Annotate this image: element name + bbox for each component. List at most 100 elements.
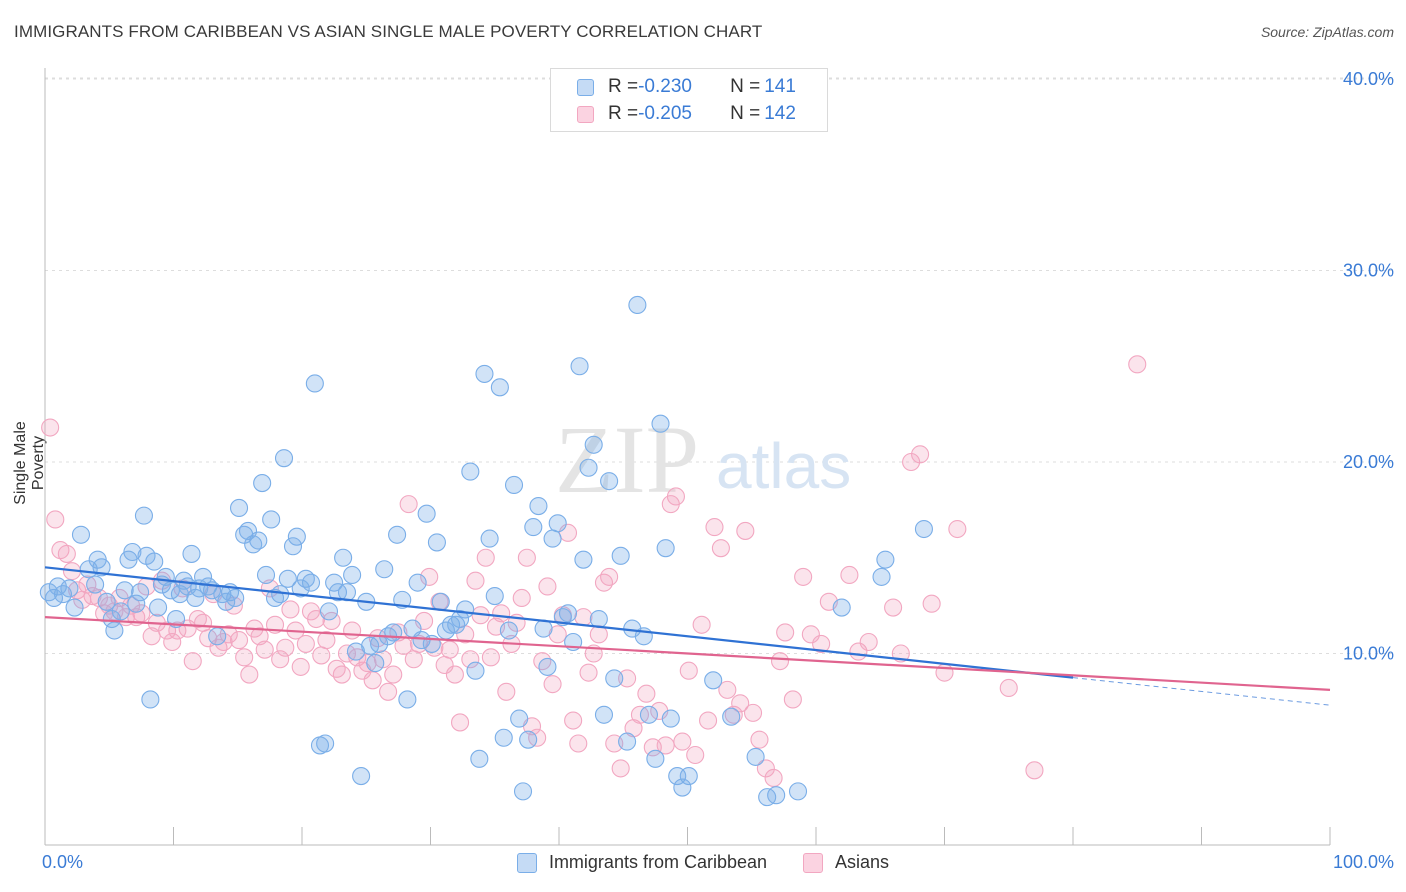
caribbean-point (470, 749, 489, 768)
asians-point (399, 495, 418, 514)
asians-point (235, 648, 254, 667)
caribbean-point (226, 588, 245, 608)
caribbean-point (504, 475, 524, 495)
legend-item-caribbean: Immigrants from Caribbean (516, 852, 768, 873)
caribbean-point (60, 579, 79, 598)
caribbean-point (412, 631, 431, 650)
asians-point (859, 632, 878, 652)
caribbean-point (417, 504, 436, 523)
asians-point (209, 638, 228, 657)
watermark-zip: ZIP (555, 406, 699, 513)
caribbean-point (611, 546, 630, 565)
caribbean-point (408, 573, 427, 592)
caribbean-point (256, 565, 276, 585)
asians-point (512, 588, 531, 608)
asians-point (711, 539, 730, 558)
asians-point (569, 734, 588, 753)
asians-swatch (577, 105, 594, 123)
asians-point (41, 418, 60, 437)
axes (44, 68, 1331, 846)
caribbean-point (661, 709, 680, 728)
asians-point (440, 640, 459, 659)
asians-point (656, 736, 675, 755)
r-label: R = (608, 103, 639, 124)
caribbean-point (217, 592, 236, 611)
caribbean-point (366, 654, 385, 673)
asians-point (686, 745, 705, 765)
asians-point (466, 571, 485, 590)
asians-point (363, 671, 382, 690)
caribbean-point (97, 592, 116, 611)
caribbean-point (584, 435, 603, 454)
caribbean-point (145, 552, 164, 571)
caribbean-point (229, 498, 249, 518)
caribbean-point (287, 527, 306, 546)
caribbean-point (758, 788, 777, 807)
asians-point (420, 567, 439, 586)
caribbean-point (375, 560, 394, 579)
x-tick-left: 0.0% (42, 852, 84, 872)
caribbean-point (319, 602, 339, 621)
asians-point (756, 759, 775, 778)
asians-point (564, 711, 583, 730)
chart-title: IMMIGRANTS FROM CARIBBEAN VS ASIAN SINGL… (14, 22, 763, 41)
asians-point (379, 682, 398, 701)
caribbean-point (519, 730, 538, 749)
caribbean-point (86, 575, 105, 594)
caribbean-point (361, 636, 380, 655)
asians-point (78, 575, 97, 594)
caribbean-point (398, 690, 417, 709)
asians-point (533, 652, 552, 671)
caribbean-points (39, 295, 933, 807)
asians-point (718, 680, 737, 699)
asians-point (291, 657, 310, 676)
caribbean-point (574, 550, 593, 569)
asians-point (296, 634, 315, 653)
caribbean-point (92, 558, 111, 577)
caribbean-point (832, 598, 851, 617)
caribbean-point (876, 550, 895, 569)
legend-label-asians: Asians (835, 852, 890, 872)
caribbean-point (274, 449, 294, 468)
caribbean-point (499, 621, 518, 640)
caribbean-point (131, 583, 150, 602)
caribbean-trend-extension (1072, 677, 1331, 706)
caribbean-point (656, 539, 675, 558)
asians-point (750, 730, 769, 749)
asians-point (250, 627, 269, 646)
asians-point (312, 646, 331, 665)
caribbean-point (316, 734, 335, 753)
asians-point (666, 487, 685, 506)
asians-point (911, 445, 930, 464)
caribbean-point (278, 569, 297, 588)
asians-point (594, 573, 614, 592)
caribbean-point (71, 525, 91, 544)
stats-row-caribbean: R = -0.230 N = 141 (577, 76, 796, 98)
caribbean-swatch (577, 78, 594, 96)
caribbean-point (305, 374, 324, 393)
caribbean-point (427, 533, 446, 552)
caribbean-point (111, 602, 130, 621)
asians-point (673, 732, 692, 751)
caribbean-point (788, 782, 808, 801)
caribbean-point (538, 657, 557, 676)
caribbean-point (456, 600, 475, 619)
legend-label-caribbean: Immigrants from Caribbean (548, 852, 768, 872)
caribbean-point (558, 604, 578, 623)
asians-point (327, 659, 346, 678)
caribbean-point (182, 544, 201, 563)
asians-point (46, 510, 65, 529)
asians-point (679, 661, 698, 680)
caribbean-point (704, 671, 723, 690)
caribbean-point (301, 573, 321, 592)
asians-point (574, 608, 593, 627)
asians-point (812, 634, 831, 653)
caribbean-point (628, 295, 647, 315)
n-label: N = (730, 103, 761, 124)
asians-point (194, 613, 213, 632)
n-value: 142 (764, 103, 796, 124)
asians-point (528, 728, 547, 747)
asians-point (281, 600, 300, 619)
y-tick-label: 30.0% (1343, 261, 1394, 281)
